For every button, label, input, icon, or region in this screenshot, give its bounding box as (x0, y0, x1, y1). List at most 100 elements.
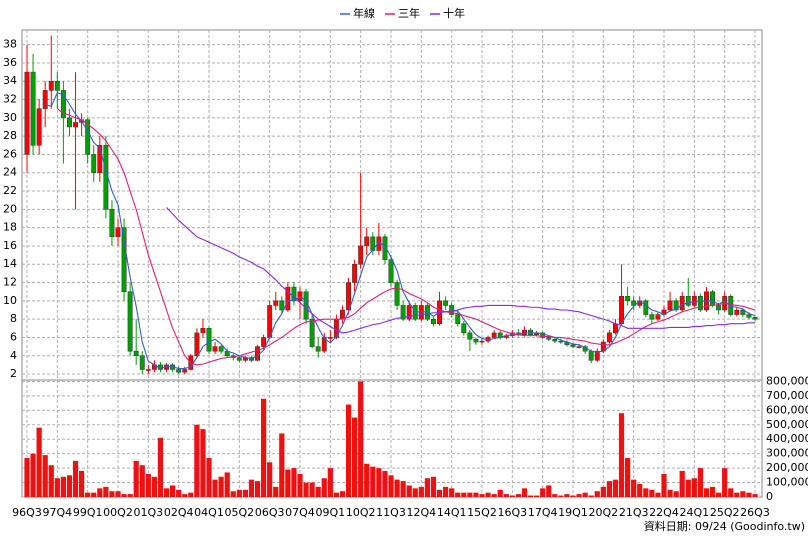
volume-bar (637, 484, 643, 497)
volume-bar (145, 473, 151, 497)
x-tick-label: 06Q3 (255, 506, 285, 519)
y-tick-label: 12 (3, 276, 17, 289)
y2-tick-label: 100,000 (766, 476, 808, 489)
ma-line (56, 108, 756, 366)
candle-body (746, 314, 752, 318)
volume-bar (503, 494, 509, 497)
candle-body (121, 227, 127, 292)
volume-bar (370, 466, 376, 497)
candle-body (48, 80, 54, 91)
y2-tick-label: 700,000 (766, 389, 808, 402)
candle-body (740, 309, 746, 315)
volume-bar (109, 491, 115, 497)
volume-bar (643, 488, 649, 497)
candle-body (400, 305, 406, 320)
volume-bar (133, 460, 139, 497)
volume-bar (497, 489, 503, 497)
volume-bar (691, 478, 697, 497)
volume-bar (546, 485, 552, 497)
volume-bar (412, 488, 418, 497)
candle-body (60, 90, 66, 119)
x-tick-label: 09Q1 (316, 506, 346, 519)
volume-bar (485, 492, 491, 497)
candle-body (455, 314, 461, 324)
x-tick-label: 10Q2 (346, 506, 376, 519)
volume-bar (206, 458, 212, 497)
volume-bar (157, 437, 164, 497)
volume-bar (612, 479, 619, 497)
candle-body (406, 305, 412, 320)
volume-bar (722, 468, 728, 497)
volume-bar (279, 433, 285, 497)
volume-bar (734, 492, 740, 497)
volume-bar (527, 495, 534, 497)
volume-bar (509, 495, 515, 497)
volume-bar (42, 455, 48, 497)
candle-body (67, 117, 72, 128)
legend: 年線 三年 十年 (340, 6, 465, 20)
candle-body (91, 154, 97, 173)
volume-bar (443, 486, 449, 497)
candle-body (570, 344, 576, 347)
volume-bar (339, 491, 346, 497)
volume-bar (358, 381, 364, 497)
y-tick-label: 6 (10, 330, 17, 343)
x-tick-label: 17Q4 (528, 506, 558, 519)
candle-body (576, 346, 582, 348)
volume-bar (267, 462, 273, 497)
candle-body (346, 282, 351, 311)
volume-bar (667, 489, 673, 497)
candle-body (340, 309, 345, 320)
candle-body (194, 332, 200, 357)
y2-tick-label: 600,000 (766, 403, 808, 416)
candle-body (358, 245, 364, 265)
y2-tick-label: 400,000 (766, 432, 808, 445)
x-tick-label: 99Q1 (73, 506, 103, 519)
volume-bar (151, 476, 157, 497)
x-tick-label: 16Q3 (498, 506, 528, 519)
volume-bar (728, 488, 734, 497)
legend-label: 年線 (353, 6, 375, 20)
x-tick-label: 24Q1 (680, 506, 710, 519)
volume-bar (376, 468, 382, 497)
y2-tick-label: 0 (766, 490, 773, 503)
volume-bar (685, 479, 691, 497)
candle-body (30, 71, 36, 146)
volume-bar (540, 488, 546, 497)
candle-body (752, 317, 758, 320)
y-tick-label: 26 (3, 147, 17, 160)
x-tick-label: 25Q2 (710, 506, 740, 519)
volume-bar (248, 479, 255, 497)
volume-bar (200, 429, 206, 497)
volume-bar (254, 481, 261, 497)
candle-body (388, 259, 394, 283)
candle-body (291, 286, 297, 302)
volume-bar (521, 488, 528, 497)
volume-bar (534, 495, 540, 497)
candle-body (200, 328, 206, 334)
candle-body (285, 286, 291, 311)
candle-body (643, 300, 649, 315)
volume-bar (24, 458, 30, 497)
candle-body (606, 332, 612, 343)
candle-body (273, 300, 279, 306)
y-tick-label: 24 (3, 166, 17, 179)
y-tick-label: 34 (3, 74, 17, 87)
candle-body (588, 350, 594, 361)
volume-bar (588, 495, 594, 497)
y-tick-label: 30 (3, 111, 17, 124)
volume-bar (309, 482, 315, 497)
volume-bar (188, 492, 194, 497)
ma-line (166, 207, 755, 334)
volume-bar (418, 486, 424, 497)
volume-bar (333, 492, 339, 497)
volume-bar (176, 489, 182, 497)
volume-bar (564, 494, 570, 497)
candle-body (679, 296, 685, 311)
x-tick-label: 21Q3 (619, 506, 649, 519)
x-tick-label: 96Q3 (12, 506, 42, 519)
x-tick-label: 20Q2 (589, 506, 619, 519)
volume-bar (327, 468, 333, 497)
y-tick-label: 22 (3, 184, 17, 197)
